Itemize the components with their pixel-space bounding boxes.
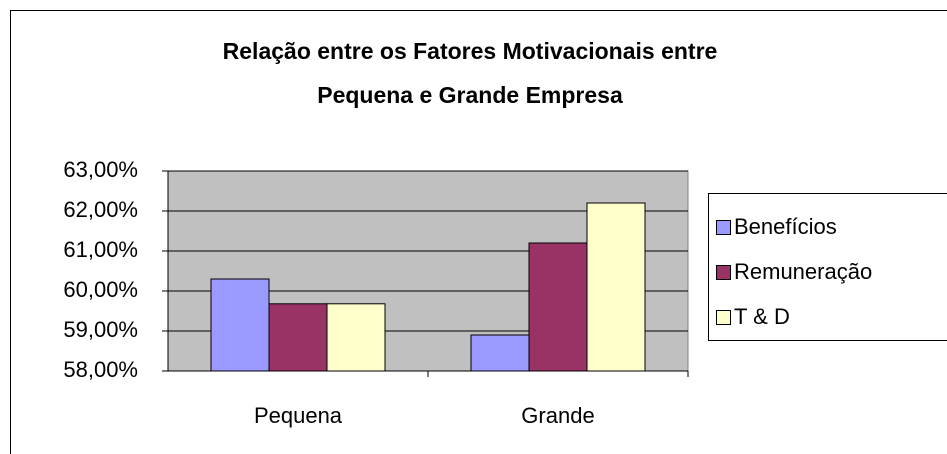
y-tick-label: 60,00% [63,277,138,302]
x-tick-label: Grande [521,403,594,428]
y-tick-label: 63,00% [63,157,138,182]
legend-swatch [716,220,731,235]
legend-swatch [716,310,731,325]
y-tick-label: 58,00% [63,357,138,382]
legend-label: T & D [734,304,790,329]
legend-label: Remuneração [734,259,872,284]
legend-swatch [716,265,731,280]
bar [210,278,270,372]
bar [326,303,386,372]
x-tick-label: Pequena [254,403,343,428]
y-tick-label: 59,00% [63,317,138,342]
chart-title: Relação entre os Fatores Motivacionais e… [223,38,718,64]
y-tick-label: 61,00% [63,237,138,262]
legend-label: Benefícios [734,214,837,239]
y-tick-label: 62,00% [63,197,138,222]
chart-title: Pequena e Grande Empresa [317,82,623,108]
bar [528,242,588,372]
legend-box [708,193,947,341]
bar [268,303,328,372]
bar [586,202,646,372]
bar [470,334,530,372]
